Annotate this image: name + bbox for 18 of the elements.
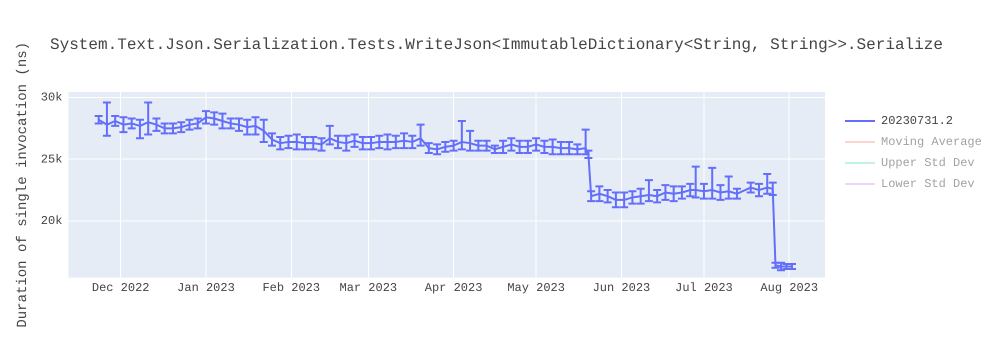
chart-title: System.Text.Json.Serialization.Tests.WriteJson<ImmutableDictionary<String, String>>.Serialize bbox=[50, 36, 943, 54]
x-tick-label: May 2023 bbox=[507, 280, 565, 295]
x-tick-label: Aug 2023 bbox=[760, 280, 818, 295]
y-tick-label: 25k bbox=[40, 152, 62, 166]
y-tick-label: 30k bbox=[40, 90, 62, 105]
x-tick-label: Apr 2023 bbox=[424, 280, 482, 295]
legend-label: Upper Std Dev bbox=[881, 156, 975, 170]
legend-label: Lower Std Dev bbox=[881, 176, 975, 190]
x-tick-label: Mar 2023 bbox=[339, 280, 398, 295]
legend-label: 20230731.2 bbox=[881, 114, 954, 128]
x-tick-label: Feb 2023 bbox=[262, 280, 320, 295]
x-tick-label: Dec 2022 bbox=[92, 280, 150, 295]
y-tick-label: 20k bbox=[40, 214, 62, 228]
y-axis-title: Duration of single invocation (ns) bbox=[15, 42, 32, 328]
legend-label: Moving Average bbox=[881, 134, 982, 148]
x-tick-label: Jun 2023 bbox=[592, 280, 650, 295]
x-tick-label: Jan 2023 bbox=[177, 280, 235, 295]
x-tick-label: Jul 2023 bbox=[675, 280, 733, 295]
